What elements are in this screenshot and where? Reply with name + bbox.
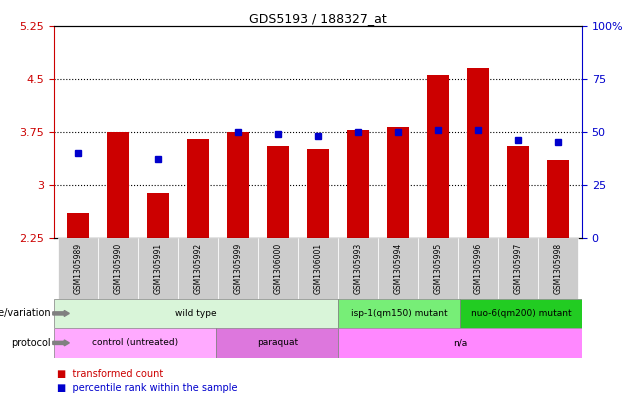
Bar [54,328,216,358]
Text: GSM1305993: GSM1305993 [354,242,363,294]
Text: GSM1305998: GSM1305998 [553,242,562,294]
Text: ■  percentile rank within the sample: ■ percentile rank within the sample [57,383,238,393]
Bar [307,149,329,238]
Text: GSM1305990: GSM1305990 [114,242,123,294]
Text: wild type: wild type [176,309,217,318]
Text: GSM1306001: GSM1306001 [314,242,322,294]
Bar [216,328,338,358]
Text: ■  transformed count: ■ transformed count [57,369,163,379]
Bar [427,75,449,238]
Bar [338,328,582,358]
Text: paraquat: paraquat [257,338,298,347]
Text: GSM1305989: GSM1305989 [74,242,83,294]
Text: GSM1305992: GSM1305992 [193,242,202,294]
Text: GSM1305997: GSM1305997 [513,242,522,294]
Bar [67,213,89,238]
Bar [538,238,578,299]
Bar [547,160,569,238]
Bar [298,238,338,299]
Bar [58,238,98,299]
Bar [378,238,418,299]
Bar [498,238,538,299]
Bar [338,299,460,328]
Text: GSM1305996: GSM1305996 [473,242,483,294]
Bar [258,238,298,299]
Bar [98,238,138,299]
Text: GSM1305999: GSM1305999 [233,242,242,294]
Bar [178,238,218,299]
Bar [267,146,289,238]
Bar [467,68,489,238]
Bar [460,299,582,328]
Bar [227,132,249,238]
Bar [387,127,409,238]
Bar [187,139,209,238]
Text: isp-1(qm150) mutant: isp-1(qm150) mutant [351,309,448,318]
Text: GDS5193 / 188327_at: GDS5193 / 188327_at [249,12,387,25]
Text: protocol: protocol [11,338,51,348]
Bar [507,146,529,238]
Bar [107,132,129,238]
Text: control (untreated): control (untreated) [92,338,178,347]
Bar [418,238,458,299]
Bar [347,130,369,238]
Bar [218,238,258,299]
Bar [54,299,338,328]
Text: GSM1305995: GSM1305995 [434,242,443,294]
Text: GSM1306000: GSM1306000 [273,242,282,294]
Text: GSM1305991: GSM1305991 [153,242,163,294]
Bar [147,193,169,238]
Text: n/a: n/a [453,338,467,347]
Text: GSM1305994: GSM1305994 [394,242,403,294]
Bar [338,238,378,299]
Text: genotype/variation: genotype/variation [0,309,51,318]
Text: nuo-6(qm200) mutant: nuo-6(qm200) mutant [471,309,571,318]
Bar [458,238,498,299]
Bar [138,238,178,299]
